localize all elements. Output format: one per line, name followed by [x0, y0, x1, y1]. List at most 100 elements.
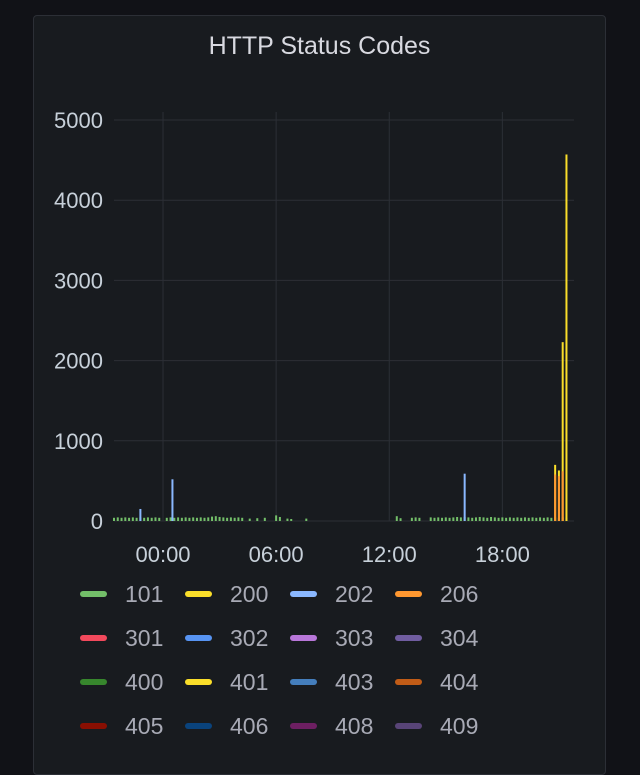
legend-swatch: [80, 723, 107, 729]
bar-101: [116, 517, 119, 521]
legend-label: 404: [440, 668, 479, 695]
legend-label: 408: [335, 712, 374, 739]
legend-swatch: [185, 635, 212, 641]
bar-206: [554, 474, 557, 521]
bar-101: [207, 517, 210, 521]
bar-101: [474, 517, 477, 521]
legend-swatch: [290, 635, 317, 641]
bar-101: [128, 517, 131, 521]
legend-item-301[interactable]: 301: [80, 625, 185, 652]
bar-101: [229, 517, 232, 521]
bars: [113, 154, 568, 521]
legend-item-409[interactable]: 409: [395, 713, 500, 740]
bar-101: [124, 517, 127, 521]
bar-101: [437, 517, 440, 521]
legend-swatch: [80, 591, 107, 597]
bar-202: [171, 479, 174, 521]
y-tick-label: 5000: [54, 108, 103, 133]
bar-101: [120, 517, 123, 521]
bar-101: [523, 517, 526, 521]
y-tick-label: 0: [91, 509, 103, 534]
legend-row: 405 406 408 409: [80, 704, 600, 748]
bar-101: [180, 517, 183, 521]
legend-label: 302: [230, 624, 269, 651]
legend-item-405[interactable]: 405: [80, 713, 185, 740]
bar-101: [158, 517, 161, 521]
legend-item-206[interactable]: 206: [395, 581, 500, 608]
legend-item-406[interactable]: 406: [185, 713, 290, 740]
x-tick-label: 00:00: [135, 542, 190, 567]
legend-item-200[interactable]: 200: [185, 581, 290, 608]
legend-swatch: [290, 723, 317, 729]
bar-101: [410, 517, 413, 521]
legend-swatch: [395, 723, 422, 729]
legend-swatch: [290, 679, 317, 685]
legend-item-408[interactable]: 408: [290, 713, 395, 740]
bar-101: [459, 517, 462, 521]
bar-101: [482, 517, 485, 521]
bar-206: [557, 476, 560, 521]
y-tick-label: 1000: [54, 429, 103, 454]
legend-item-302[interactable]: 302: [185, 625, 290, 652]
bar-101: [290, 518, 293, 521]
legend-item-400[interactable]: 400: [80, 669, 185, 696]
legend-item-304[interactable]: 304: [395, 625, 500, 652]
legend-swatch: [395, 679, 422, 685]
bar-101: [478, 516, 481, 521]
bar-101: [531, 517, 534, 521]
bar-101: [441, 517, 444, 521]
legend-item-303[interactable]: 303: [290, 625, 395, 652]
bar-101: [505, 517, 508, 521]
y-tick-label: 3000: [54, 268, 103, 293]
bar-101: [546, 517, 549, 521]
bar-101: [165, 517, 168, 521]
bar-101: [256, 518, 259, 521]
legend-row: 101 200 202 206: [80, 572, 600, 616]
legend-label: 304: [440, 624, 479, 651]
bar-101: [467, 517, 470, 521]
bar-200: [565, 154, 568, 521]
legend-item-403[interactable]: 403: [290, 669, 395, 696]
bar-101: [305, 518, 308, 521]
bar-101: [173, 517, 176, 521]
bar-101: [184, 517, 187, 521]
bar-101: [248, 518, 251, 521]
bar-101: [452, 517, 455, 521]
legend: 101 200 202 206 301 302 303 304 400 401 403 404 405 4…: [80, 572, 600, 748]
panel-title[interactable]: HTTP Status Codes: [208, 32, 431, 60]
bar-101: [222, 517, 225, 521]
legend-item-202[interactable]: 202: [290, 581, 395, 608]
bar-101: [542, 517, 545, 521]
legend-label: 405: [125, 712, 164, 739]
bar-101: [501, 517, 504, 521]
legend-swatch: [80, 635, 107, 641]
legend-label: 301: [125, 624, 164, 651]
bar-101: [471, 517, 474, 521]
legend-label: 406: [230, 712, 269, 739]
legend-label: 303: [335, 624, 374, 651]
x-tick-label: 06:00: [249, 542, 304, 567]
bar-101: [233, 517, 236, 521]
y-axis: 0 1000 2000 3000 4000 5000: [54, 108, 103, 534]
legend-label: 401: [230, 668, 269, 695]
bar-101: [199, 517, 202, 521]
legend-label: 206: [440, 580, 479, 607]
bar-101: [241, 517, 244, 521]
bar-206: [561, 471, 564, 521]
legend-item-401[interactable]: 401: [185, 669, 290, 696]
legend-swatch: [80, 679, 107, 685]
legend-label: 400: [125, 668, 164, 695]
legend-item-404[interactable]: 404: [395, 669, 500, 696]
bar-101: [275, 515, 278, 521]
bar-101: [237, 517, 240, 521]
x-tick-label: 12:00: [362, 542, 417, 567]
legend-swatch: [395, 591, 422, 597]
legend-swatch: [185, 679, 212, 685]
bar-200: [561, 342, 564, 521]
legend-label: 200: [230, 580, 269, 607]
chart-panel: HTTP Status Codes: [33, 15, 606, 775]
legend-label: 403: [335, 668, 374, 695]
bar-101: [286, 518, 289, 521]
bar-101: [195, 517, 198, 521]
legend-item-101[interactable]: 101: [80, 581, 185, 608]
